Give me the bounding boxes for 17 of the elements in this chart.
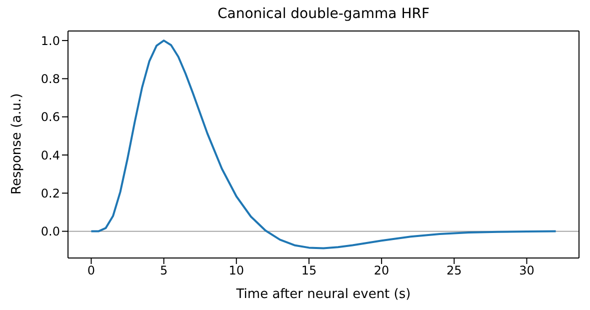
line-series [90,40,557,250]
y-tick-label: 0.2 [40,186,60,200]
y-tick-label: 0.0 [40,224,60,239]
y-tick-label: 0.8 [40,72,60,86]
x-tick-label: 0 [87,264,96,278]
x-tick-label: 5 [160,264,168,278]
x-tick-label: 10 [228,264,244,278]
y-tick-label: 1.0 [40,34,60,48]
y-axis-title: Response (a.u.) [10,93,25,194]
y-tick-label: 0.6 [40,110,60,124]
x-tick-label: 30 [519,264,534,278]
x-tick-label: 20 [374,264,390,278]
x-tick-label: 15 [301,264,317,278]
x-tick-label: 25 [446,264,462,278]
chart-title: Canonical double-gamma HRF [216,6,431,22]
y-tick-label: 0.4 [40,148,60,162]
x-axis-title: Time after neural event (s) [235,287,411,302]
